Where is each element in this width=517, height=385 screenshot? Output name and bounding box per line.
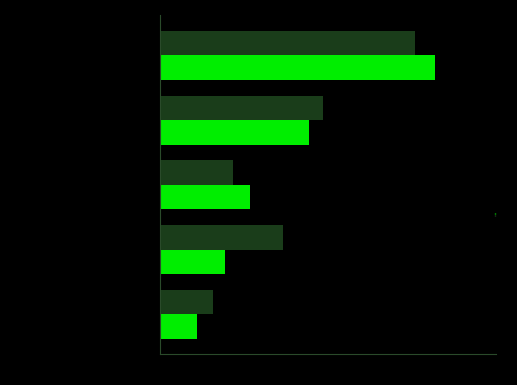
Bar <box>160 160 233 185</box>
Bar <box>160 225 283 249</box>
Bar <box>160 31 415 55</box>
Legend: , : , <box>495 213 496 216</box>
Bar <box>160 120 309 145</box>
Bar <box>160 185 250 209</box>
Bar <box>160 55 435 80</box>
Bar <box>160 314 196 339</box>
Bar <box>160 95 323 120</box>
Bar <box>160 290 214 314</box>
Bar <box>160 249 225 274</box>
